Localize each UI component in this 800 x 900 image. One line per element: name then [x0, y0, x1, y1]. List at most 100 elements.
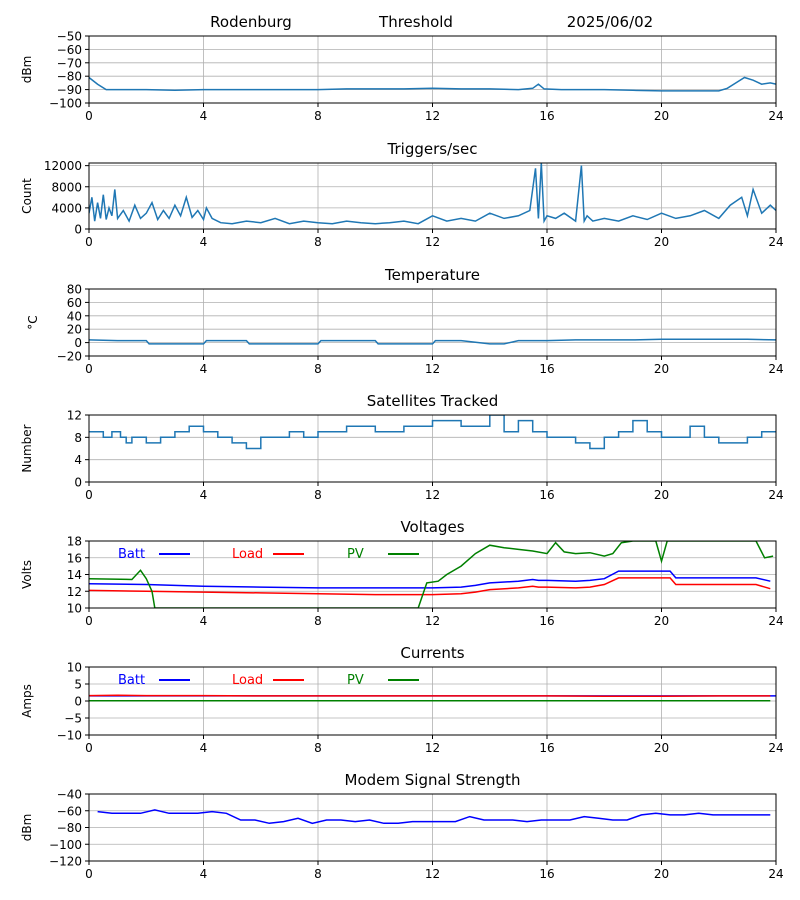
y-tick-label: 0 [74, 223, 82, 237]
y-tick-label: −10 [57, 729, 82, 743]
series-line-data [97, 809, 771, 825]
x-tick-label: 12 [425, 362, 440, 376]
y-tick-label: 10 [67, 661, 82, 675]
series-line-load [89, 577, 771, 596]
y-axis-label: Amps [20, 684, 34, 718]
date-title: 2025/06/02 [567, 13, 653, 31]
y-tick-label: −80 [57, 70, 82, 84]
x-tick-label: 4 [200, 867, 208, 881]
x-tick-label: 12 [425, 488, 440, 502]
x-tick-label: 20 [654, 741, 669, 755]
y-tick-label: 16 [67, 551, 82, 565]
x-tick-label: 12 [425, 109, 440, 123]
x-tick-label: 16 [539, 488, 554, 502]
panel-title: Voltages [400, 518, 464, 536]
y-tick-label: 0 [74, 695, 82, 709]
x-tick-label: 8 [314, 867, 322, 881]
x-tick-label: 0 [85, 109, 93, 123]
station-title: Rodenburg [210, 13, 292, 31]
y-tick-label: −80 [57, 821, 82, 835]
x-tick-label: 0 [85, 741, 93, 755]
x-tick-label: 16 [539, 235, 554, 249]
series-line-data [89, 76, 776, 92]
y-tick-label: −60 [57, 804, 82, 818]
x-tick-label: 4 [200, 614, 208, 628]
x-tick-label: 24 [768, 741, 783, 755]
x-tick-label: 20 [654, 614, 669, 628]
y-tick-label: −5 [64, 712, 82, 726]
x-tick-label: 20 [654, 362, 669, 376]
y-tick-label: 4000 [51, 201, 82, 215]
y-tick-label: 10 [67, 602, 82, 616]
legend-label-pv: PV [347, 547, 364, 562]
y-tick-label: −40 [57, 788, 82, 802]
y-axis-label: dBm [20, 56, 34, 84]
y-tick-label: 8 [74, 431, 82, 445]
x-tick-label: 0 [85, 362, 93, 376]
y-tick-label: 14 [67, 568, 82, 582]
y-tick-label: 12000 [44, 159, 82, 173]
y-tick-label: 40 [67, 309, 82, 323]
panel-title: Satellites Tracked [367, 392, 498, 410]
x-tick-label: 8 [314, 235, 322, 249]
series-line-data [89, 415, 776, 450]
x-tick-label: 8 [314, 109, 322, 123]
y-tick-label: 12 [67, 409, 82, 423]
x-tick-label: 0 [85, 488, 93, 502]
series-line-data [89, 163, 776, 225]
x-tick-label: 16 [539, 614, 554, 628]
panel-title: Triggers/sec [387, 140, 478, 158]
legend-label-pv: PV [347, 673, 364, 688]
series-line-batt [89, 570, 771, 589]
x-tick-label: 24 [768, 362, 783, 376]
x-tick-label: 4 [200, 109, 208, 123]
x-tick-label: 0 [85, 867, 93, 881]
y-tick-label: 0 [74, 476, 82, 490]
x-tick-label: 24 [768, 867, 783, 881]
legend-label-batt: Batt [118, 547, 145, 562]
y-axis-label: Number [20, 424, 34, 472]
y-tick-label: −100 [49, 97, 82, 111]
y-tick-label: −20 [57, 350, 82, 364]
panel-title: Temperature [384, 266, 480, 284]
x-tick-label: 12 [425, 867, 440, 881]
series-line-data [89, 338, 776, 345]
x-tick-label: 12 [425, 614, 440, 628]
x-tick-label: 4 [200, 741, 208, 755]
x-tick-label: 0 [85, 235, 93, 249]
y-tick-label: 12 [67, 585, 82, 599]
series-line-pv [89, 541, 774, 608]
x-tick-label: 16 [539, 109, 554, 123]
panel-title: Currents [400, 644, 464, 662]
y-tick-label: 20 [67, 323, 82, 337]
y-axis-label: °C [26, 315, 40, 329]
x-tick-label: 16 [539, 741, 554, 755]
y-tick-label: −70 [57, 56, 82, 70]
y-tick-label: 4 [74, 453, 82, 467]
legend-label-load: Load [232, 673, 263, 688]
x-tick-label: 24 [768, 614, 783, 628]
x-tick-label: 8 [314, 614, 322, 628]
x-tick-label: 8 [314, 362, 322, 376]
x-tick-label: 20 [654, 867, 669, 881]
x-tick-label: 4 [200, 488, 208, 502]
y-tick-label: −50 [57, 30, 82, 44]
y-tick-label: −100 [49, 838, 82, 852]
legend-label-batt: Batt [118, 673, 145, 688]
x-tick-label: 20 [654, 235, 669, 249]
x-tick-label: 8 [314, 488, 322, 502]
x-tick-label: 20 [654, 109, 669, 123]
x-tick-label: 8 [314, 741, 322, 755]
y-axis-label: Volts [20, 560, 34, 589]
x-tick-label: 24 [768, 235, 783, 249]
x-tick-label: 0 [85, 614, 93, 628]
y-tick-label: 0 [74, 336, 82, 350]
y-tick-label: 80 [67, 283, 82, 297]
x-tick-label: 4 [200, 235, 208, 249]
y-tick-label: 18 [67, 535, 82, 549]
x-tick-label: 20 [654, 488, 669, 502]
x-tick-label: 16 [539, 362, 554, 376]
y-axis-label: dBm [20, 814, 34, 842]
